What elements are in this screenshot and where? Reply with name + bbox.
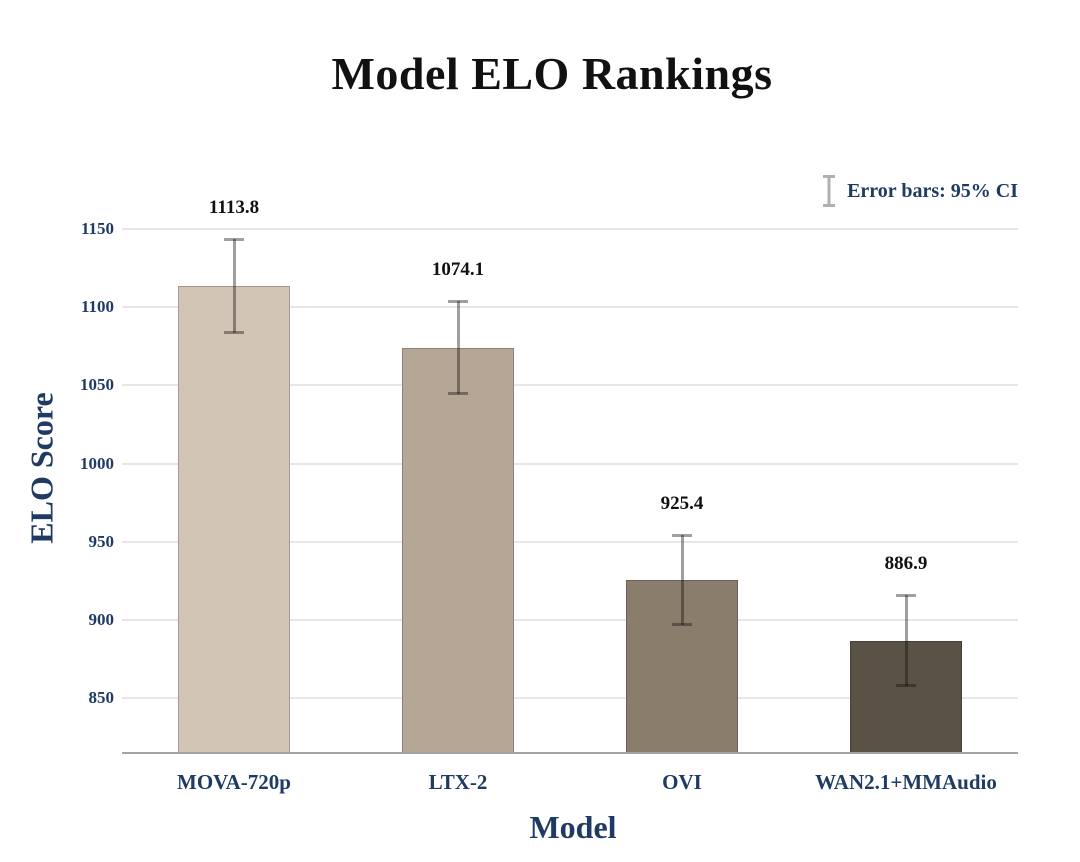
error-bar-cap-bottom bbox=[672, 623, 692, 627]
y-tick-label: 1150 bbox=[80, 219, 114, 239]
y-tick-label: 1050 bbox=[80, 375, 114, 395]
value-label: 886.9 bbox=[884, 552, 928, 574]
error-bar bbox=[904, 594, 908, 687]
x-tick-label: LTX-2 bbox=[428, 770, 488, 794]
chart-title: Model ELO Rankings bbox=[331, 48, 773, 99]
x-tick-label: MOVA-720p bbox=[177, 770, 291, 794]
bar bbox=[402, 347, 514, 753]
gridline bbox=[122, 462, 1018, 465]
legend-label: Error bars: 95% CI bbox=[847, 179, 1018, 202]
bar bbox=[850, 640, 962, 753]
error-bar bbox=[232, 238, 236, 333]
error-bar-cap-top bbox=[672, 534, 692, 538]
gridline bbox=[122, 619, 1018, 622]
value-label: 1113.8 bbox=[208, 196, 260, 218]
error-bar-icon bbox=[823, 175, 836, 207]
gridline bbox=[122, 697, 1018, 700]
error-bar-cap-bottom bbox=[896, 684, 916, 688]
error-bar bbox=[680, 535, 684, 626]
legend: Error bars: 95% CI bbox=[822, 175, 1018, 207]
error-bar bbox=[456, 301, 460, 395]
error-bar-cap-top bbox=[896, 593, 916, 597]
x-tick-label: OVI bbox=[662, 770, 702, 794]
gridline bbox=[122, 228, 1018, 231]
y-tick-label: 1000 bbox=[80, 453, 114, 473]
bar bbox=[626, 580, 738, 753]
y-tick-label: 850 bbox=[88, 688, 115, 708]
gridline bbox=[122, 306, 1018, 309]
error-bar-cap-bottom bbox=[448, 392, 468, 396]
x-axis-line bbox=[122, 752, 1018, 754]
value-label: 925.4 bbox=[660, 493, 704, 515]
y-tick-label: 900 bbox=[88, 610, 115, 630]
error-bar-cap-top bbox=[224, 237, 244, 241]
x-axis-title: Model bbox=[529, 809, 617, 845]
value-label: 1074.1 bbox=[431, 259, 485, 281]
gridline bbox=[122, 540, 1018, 543]
bar bbox=[178, 285, 290, 753]
y-tick-label: 950 bbox=[88, 531, 115, 551]
error-bar-cap-bottom bbox=[224, 330, 244, 334]
gridline bbox=[122, 384, 1018, 387]
x-tick-label: WAN2.1+MMAudio bbox=[815, 770, 997, 794]
error-bar-cap-top bbox=[448, 300, 468, 304]
y-tick-label: 1100 bbox=[80, 297, 114, 317]
